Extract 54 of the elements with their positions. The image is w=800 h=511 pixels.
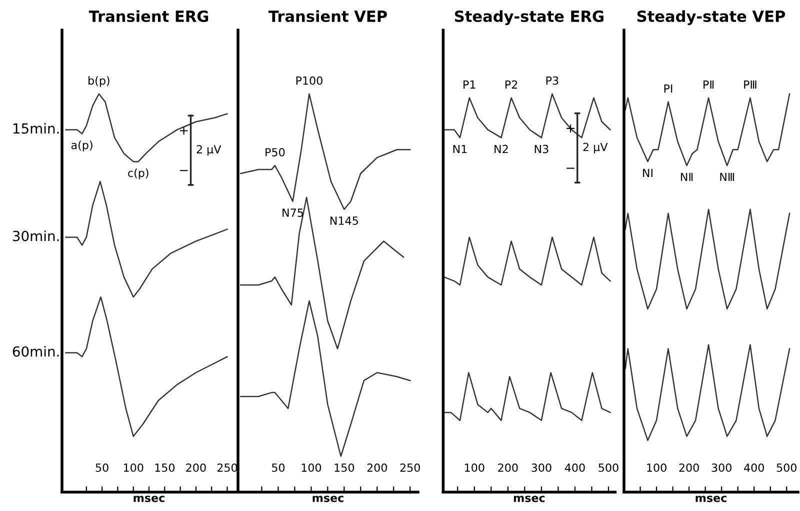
annotation: N2 — [494, 144, 508, 154]
x-axis-title: msec — [134, 496, 164, 502]
annotation: N145 — [330, 216, 358, 225]
x-tick-label: 150 — [334, 463, 354, 472]
x-tick-label: 250 — [400, 463, 420, 472]
text: 30min. — [12, 230, 59, 242]
annotation: NⅠ — [643, 168, 652, 177]
annotation: P100 — [296, 76, 322, 85]
annotation: c(p) — [128, 168, 148, 180]
annotation: N1 — [453, 144, 467, 154]
annotation: 2 μV — [583, 142, 608, 154]
x-tick-label: 100 — [465, 463, 484, 472]
x-tick-label: 300 — [532, 463, 552, 472]
annotation: b(p) — [88, 76, 110, 87]
chart-title: Transient VEP — [268, 10, 387, 22]
annotation: a(p) — [71, 140, 92, 152]
x-tick-label: 100 — [302, 463, 322, 472]
x-axis-title: msec — [514, 496, 545, 502]
x-tick-label: 100 — [647, 463, 666, 472]
annotation: NⅡ — [680, 172, 693, 181]
x-axis-title: msec — [312, 496, 344, 502]
annotation: N75 — [282, 208, 303, 217]
annotation: + — [180, 126, 188, 135]
x-tick-label: 400 — [564, 463, 585, 472]
annotation: PⅠ — [664, 84, 672, 93]
text: 15min. — [13, 122, 59, 134]
x-tick-label: 200 — [679, 463, 699, 472]
annotation: P1 — [464, 80, 476, 89]
x-tick-label: 200 — [498, 463, 518, 472]
x-tick-label: 100 — [124, 463, 144, 472]
annotation: PⅢ — [744, 80, 756, 89]
annotation: P2 — [505, 80, 518, 89]
annotation: − — [566, 168, 574, 169]
x-tick-label: 50 — [96, 463, 108, 472]
x-tick-label: 500 — [776, 463, 796, 472]
chart-title: Steady-state VEP — [637, 10, 786, 26]
x-tick-label: 150 — [155, 463, 175, 472]
x-tick-label: 400 — [744, 463, 764, 472]
annotation: P3 — [546, 76, 558, 85]
x-tick-label: 200 — [186, 463, 206, 472]
annotation: − — [180, 170, 188, 172]
text: 60min. — [12, 346, 59, 357]
x-tick-label: 300 — [712, 463, 732, 472]
chart-title: Transient ERG — [88, 10, 208, 22]
annotation: P50 — [266, 148, 285, 156]
x-axis-title: msec — [696, 496, 726, 502]
x-tick-label: 200 — [367, 463, 387, 472]
annotation: PⅡ — [704, 80, 714, 89]
x-tick-label: 500 — [598, 463, 618, 472]
annotation: N3 — [534, 144, 548, 154]
chart-title: Steady-state ERG — [454, 10, 604, 26]
annotation: 2 μV — [196, 145, 222, 156]
annotation: NⅢ — [720, 172, 734, 181]
x-tick-label: 50 — [272, 463, 285, 472]
